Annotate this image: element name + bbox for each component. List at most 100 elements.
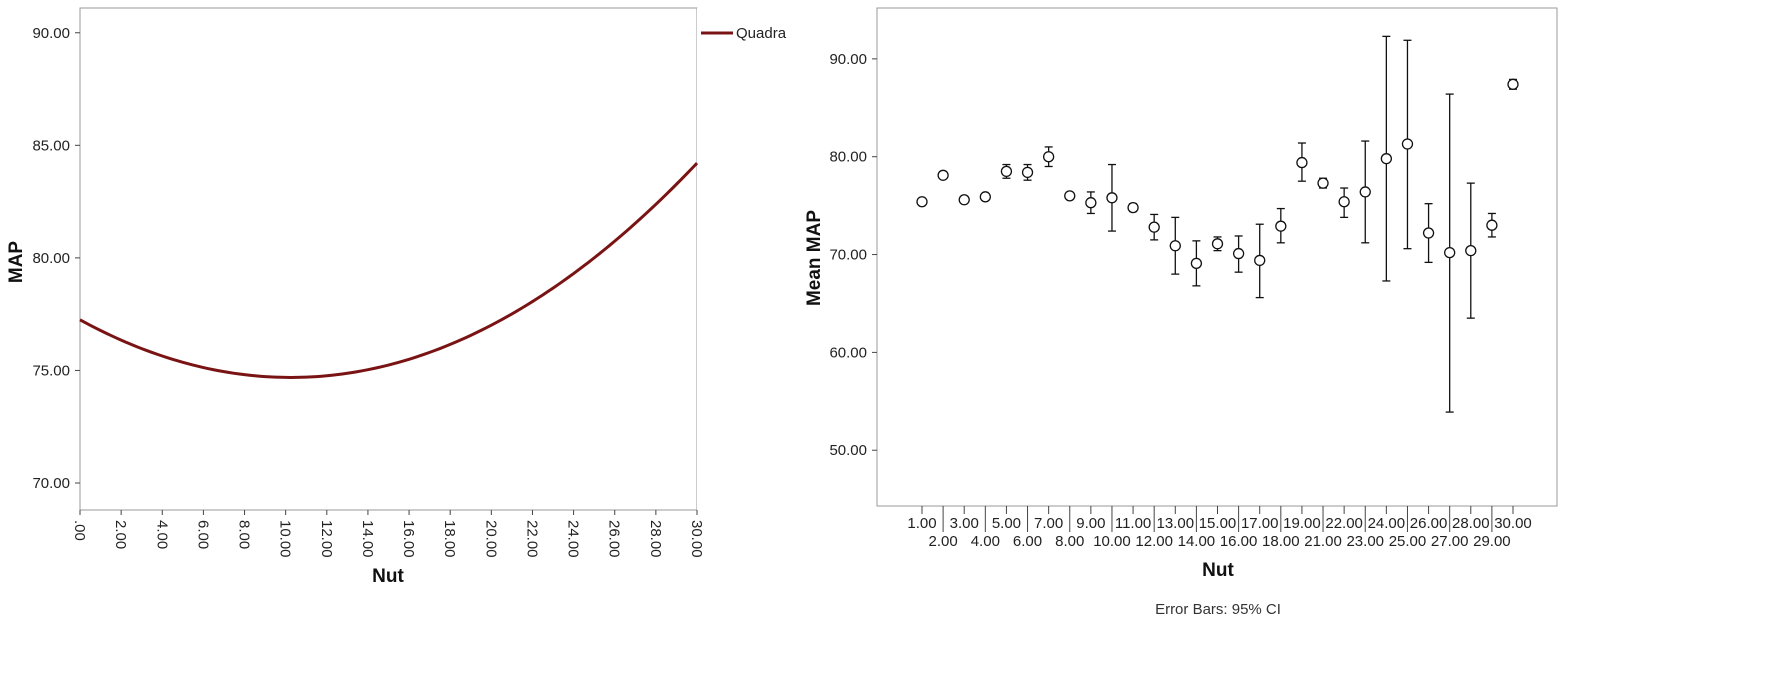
mean-point xyxy=(1380,153,1393,165)
errorbar-footnote: Error Bars: 95% CI xyxy=(1155,601,1281,618)
errorbar-x-tick-label: 29.00 xyxy=(1473,533,1511,550)
quadratic-x-ticks: .00 2.00 4.00 6.00 8.00 10.00 12.00 14.00 16.00 1… xyxy=(71,510,705,558)
errorbar-x-tick-label: 16.00 xyxy=(1220,533,1258,550)
mean-point xyxy=(1296,156,1308,169)
mean-point xyxy=(1106,192,1118,204)
quadratic-y-tick-label: 75.00 xyxy=(32,362,70,379)
errorbar-plot-area xyxy=(876,7,1558,507)
mean-point xyxy=(1000,165,1013,178)
mean-point xyxy=(1507,78,1519,90)
errorbar-x-tick-label: 14.00 xyxy=(1178,533,1216,550)
errorbar-x-tick-label: 23.00 xyxy=(1346,533,1384,550)
errorbar-x-tick-label: 18.00 xyxy=(1262,533,1300,550)
quadratic-y-ticks: 70.00 75.00 80.00 85.00 90.00 xyxy=(32,25,80,492)
errorbar-x-tick-label: 8.00 xyxy=(1055,533,1084,550)
mean-point xyxy=(1042,151,1055,163)
quadratic-plot-area xyxy=(79,7,698,511)
errorbar-x-tick-label: 26.00 xyxy=(1410,515,1448,532)
quadratic-x-tick-label: 20.00 xyxy=(482,520,499,558)
quadratic-x-tick-label: 22.00 xyxy=(523,520,540,558)
mean-point xyxy=(1254,254,1266,267)
quadratic-x-tick-label: 24.00 xyxy=(565,520,582,558)
mean-point xyxy=(1169,240,1181,252)
quadratic-legend-label: Quadra xyxy=(736,25,787,42)
mean-point xyxy=(1401,138,1414,150)
mean-point xyxy=(1190,257,1203,270)
quadratic-x-tick-label: 10.00 xyxy=(277,520,294,558)
quadratic-fit-line xyxy=(79,162,699,379)
quadratic-y-tick-label: 90.00 xyxy=(32,25,70,42)
quadratic-x-tick-label: 18.00 xyxy=(441,520,458,558)
errorbar-x-tick-label: 4.00 xyxy=(971,533,1000,550)
mean-point xyxy=(958,194,970,206)
errorbar-x-tick-label: 17.00 xyxy=(1241,515,1279,532)
quadratic-x-tick-label: 30.00 xyxy=(688,520,705,558)
errorbar-y-ticks: 50.00 60.00 70.00 80.00 90.00 xyxy=(829,51,877,459)
mean-point xyxy=(979,191,991,203)
errorbar-y-tick-label: 90.00 xyxy=(829,51,867,68)
mean-point xyxy=(1232,247,1245,260)
errorbar-x-tick-label: 7.00 xyxy=(1034,515,1063,532)
mean-point xyxy=(1021,166,1034,179)
errorbar-x-tick-label: 25.00 xyxy=(1389,533,1427,550)
quadratic-x-tick-label: 8.00 xyxy=(236,520,253,549)
errorbar-x-tick-label: 15.00 xyxy=(1199,515,1237,532)
quadratic-x-tick-label: 4.00 xyxy=(153,520,170,549)
mean-point xyxy=(1275,220,1287,232)
mean-point xyxy=(1148,221,1160,233)
quadratic-x-tick-label: .00 xyxy=(71,520,88,541)
quadratic-legend-area xyxy=(697,8,787,510)
errorbar-x-tick-label: 2.00 xyxy=(929,533,958,550)
errorbar-x-tick-label: 22.00 xyxy=(1325,515,1363,532)
errorbar-x-tick-label: 9.00 xyxy=(1076,515,1105,532)
quadratic-x-tick-label: 2.00 xyxy=(112,520,129,549)
errorbar-x-tick-label: 13.00 xyxy=(1157,515,1195,532)
quadratic-y-tick-label: 85.00 xyxy=(32,137,70,154)
errorbar-y-tick-label: 60.00 xyxy=(829,344,867,361)
mean-point xyxy=(1211,238,1224,250)
quadratic-y-tick-label: 80.00 xyxy=(32,250,70,267)
errorbar-x-tick-label: 6.00 xyxy=(1013,533,1042,550)
quadratic-y-tick-label: 70.00 xyxy=(32,475,70,492)
errorbar-x-axis-title: Nut xyxy=(1202,560,1234,581)
errorbar-x-ticks: 1.002.003.004.005.006.007.008.009.0010.0… xyxy=(907,506,1532,550)
errorbar-x-tick-label: 11.00 xyxy=(1115,515,1151,532)
quadratic-x-tick-label: 14.00 xyxy=(359,520,376,558)
mean-point xyxy=(916,196,928,208)
errorbar-y-tick-label: 50.00 xyxy=(829,442,867,459)
errorbar-x-tick-label: 19.00 xyxy=(1283,515,1321,532)
errorbar-chart: 50.00 60.00 70.00 80.00 90.00 1.002.003.004.… xyxy=(804,7,1558,618)
errorbar-x-tick-label: 24.00 xyxy=(1368,515,1406,532)
errorbar-x-tick-label: 27.00 xyxy=(1431,533,1469,550)
mean-point xyxy=(1085,197,1097,209)
quadratic-fit-chart: Quadra 70.00 75.00 80.00 85.00 90.00 .00 2.00… xyxy=(6,7,787,587)
errorbar-x-tick-label: 21.00 xyxy=(1304,533,1342,550)
mean-point xyxy=(1338,196,1350,208)
quadratic-x-tick-label: 12.00 xyxy=(318,520,335,558)
quadratic-x-tick-label: 26.00 xyxy=(606,520,623,558)
errorbar-x-tick-label: 30.00 xyxy=(1494,515,1532,532)
errorbar-x-tick-label: 12.00 xyxy=(1135,533,1173,550)
quadratic-x-tick-label: 16.00 xyxy=(400,520,417,558)
mean-point xyxy=(937,169,949,181)
mean-point xyxy=(1064,190,1076,202)
mean-point xyxy=(1486,219,1498,231)
errorbar-x-tick-label: 3.00 xyxy=(950,515,979,532)
errorbar-y-axis-title: Mean MAP xyxy=(804,210,825,306)
errorbar-x-tick-label: 5.00 xyxy=(992,515,1021,532)
quadratic-x-tick-label: 6.00 xyxy=(194,520,211,549)
quadratic-y-axis-title: MAP xyxy=(6,241,27,284)
quadratic-x-tick-label: 28.00 xyxy=(647,520,664,558)
errorbar-x-tick-label: 28.00 xyxy=(1452,515,1490,532)
mean-point xyxy=(1444,246,1456,259)
mean-point xyxy=(1422,227,1435,239)
mean-point xyxy=(1465,244,1477,257)
errorbar-y-tick-label: 80.00 xyxy=(829,149,867,166)
errorbar-marks xyxy=(916,35,1519,413)
mean-point xyxy=(1127,201,1139,214)
mean-point xyxy=(1317,177,1329,189)
errorbar-x-tick-label: 10.00 xyxy=(1093,533,1131,550)
errorbar-x-tick-label: 1.00 xyxy=(907,515,936,532)
quadratic-x-axis-title: Nut xyxy=(372,566,404,587)
